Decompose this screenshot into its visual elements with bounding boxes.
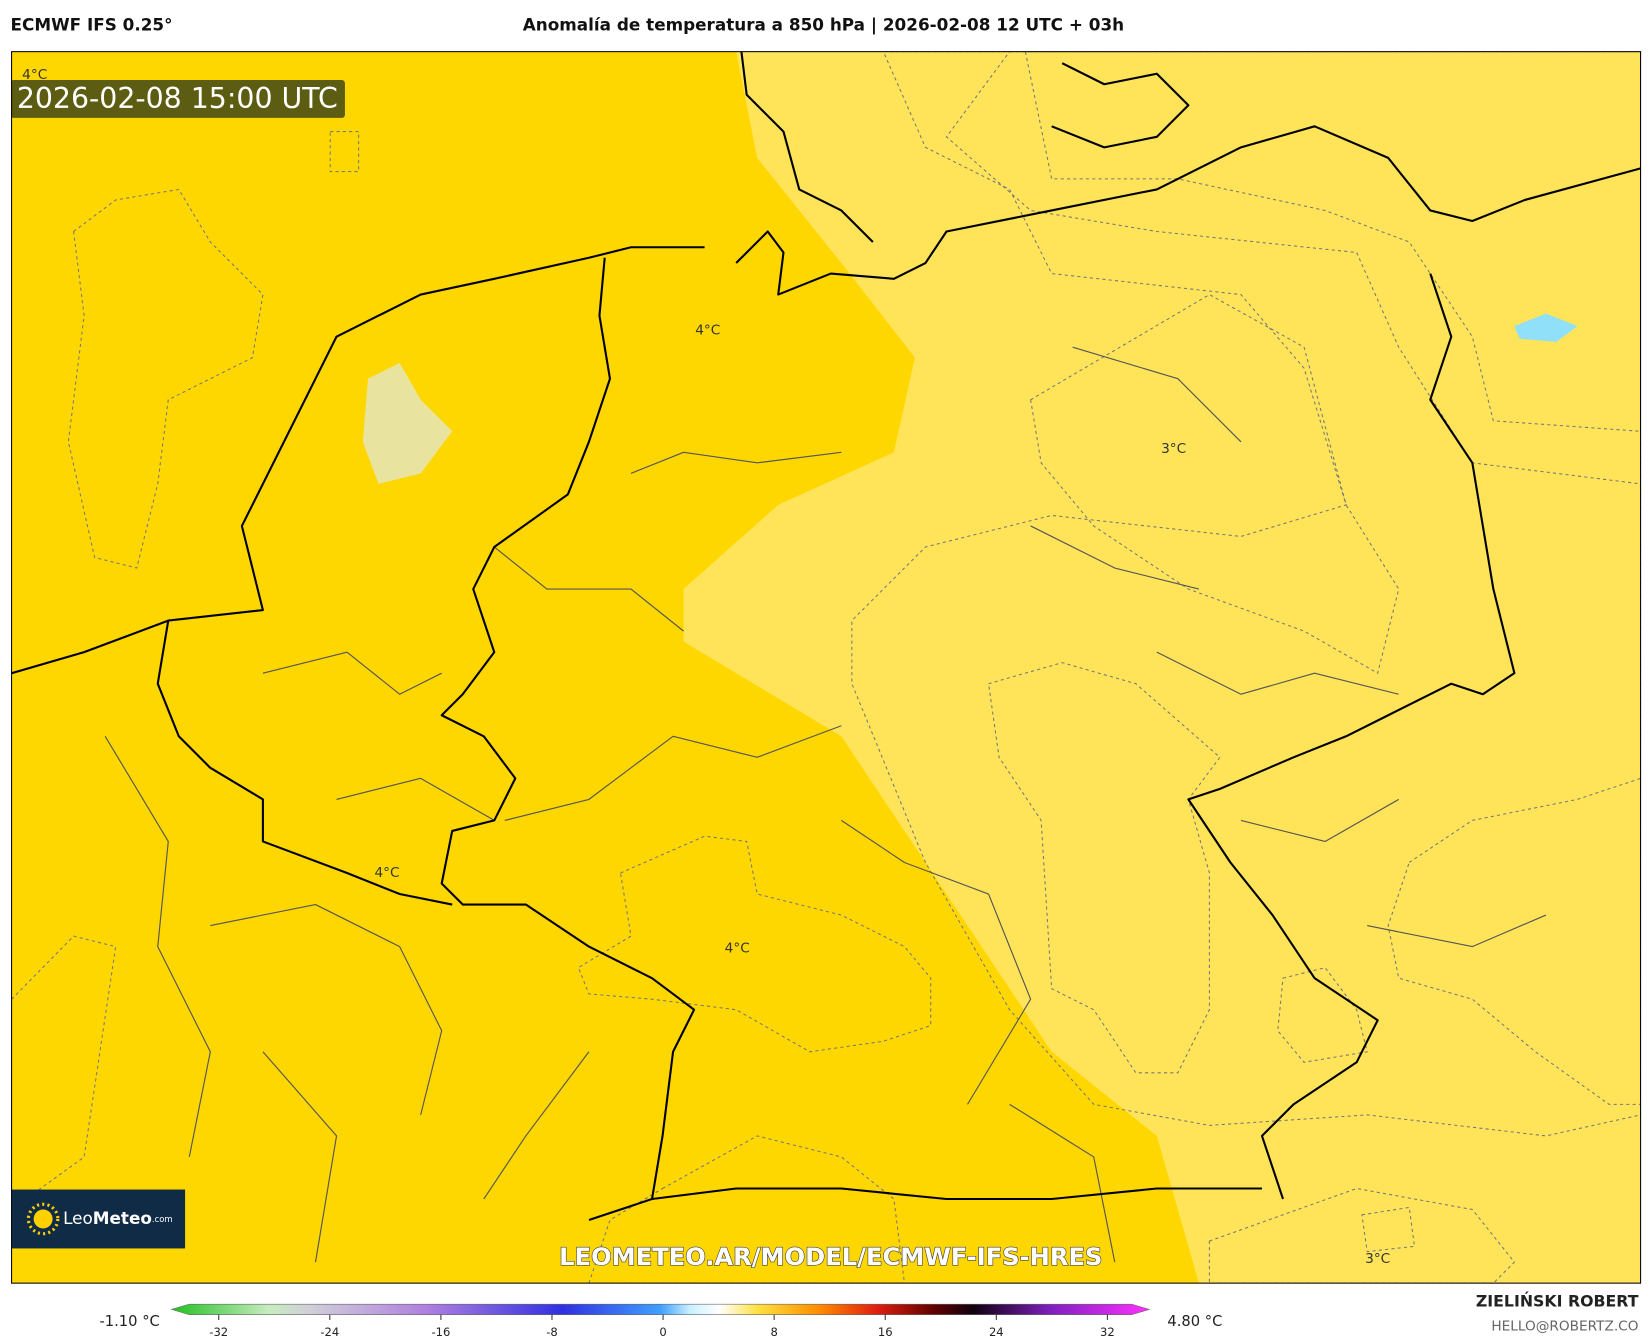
colorbar [170,1303,1151,1315]
contour-label: 4°C [725,941,750,957]
colorbar-tick-label: -16 [431,1325,450,1339]
field-region [683,51,1641,1284]
contour-label: 4°C [695,322,720,338]
time-badge [11,80,345,118]
colorbar-tick-label: 8 [770,1325,777,1339]
field-region [1387,777,1641,1105]
colorbar-tick-label: -24 [320,1325,339,1339]
field-region [1277,967,1368,1063]
logo-sun [33,1209,53,1229]
author: ZIELIŃSKI ROBERT [1476,1292,1639,1311]
field-region [588,1135,905,1284]
contour-label: 4°C [374,865,399,881]
region-border [104,346,1547,1263]
colorbar-max: 4.80 °C [1167,1313,1222,1330]
field-region [1514,313,1578,342]
coastline [11,51,1641,675]
logo-rays [26,1202,60,1236]
field-region [1208,1187,1516,1284]
watermark: LEOMETEO.AR/MODEL/ECMWF-IFS-HRES [559,1243,1102,1271]
colorbar-tick-label: 24 [989,1325,1004,1339]
logo-suffix: .com [152,1213,173,1223]
contact: HELLO@ROBERTZ.CO [1491,1318,1638,1334]
colorbar-min: -1.10 °C [99,1313,159,1330]
colorbar-tick-label: 32 [1100,1325,1115,1339]
valid-time: 2026-02-08 15:00 UTC [17,82,338,115]
field-region [1361,1206,1416,1253]
national-border [156,257,1516,1222]
contour [329,131,360,173]
field-region [851,51,1641,1137]
field-region [67,188,264,569]
logo-text: LeoMeteo.com [63,1208,172,1228]
field-region [1030,293,1400,674]
map-title: Anomalía de temperatura a 850 hPa | 2026… [523,14,1124,34]
field-region [945,51,1641,485]
colorbar-tick-label: -8 [546,1325,558,1339]
map: 4°C 4°C 4°C 4°C 3°C 3°C 2026-02-08 15:00… [11,51,1641,1284]
colorbar-tick-label: 16 [878,1325,893,1339]
colorbar-tick-label: 0 [659,1325,666,1339]
field-region [987,662,1221,1074]
contour-label: 3°C [1365,1251,1390,1267]
model-name: ECMWF IFS 0.25° [11,14,173,34]
contour-label: 4°C [22,67,47,83]
contour-label: 3°C [1161,441,1186,457]
map-frame [11,51,1642,1284]
colorbar-tick-label: -32 [209,1325,228,1339]
logo-light: Leo [63,1208,93,1228]
logo-bold: Meteo [93,1208,152,1228]
lake [362,362,453,484]
